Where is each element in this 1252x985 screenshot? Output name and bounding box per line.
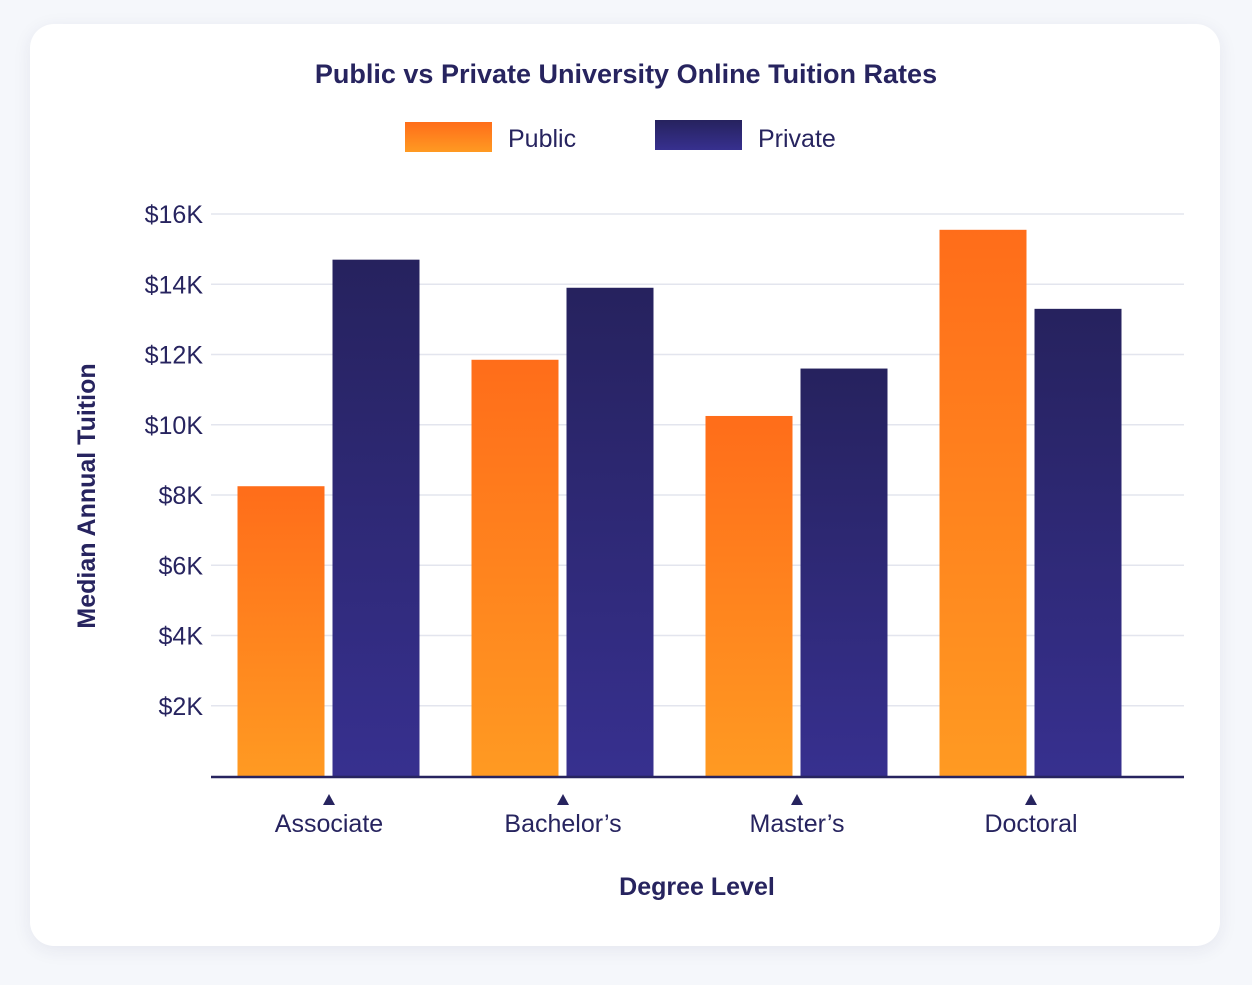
y-tick-label: $6K: [159, 552, 204, 580]
y-tick-label: $12K: [145, 342, 204, 370]
x-category-label: Bachelor’s: [504, 810, 621, 838]
legend-label-public: Public: [508, 125, 576, 153]
legend-label-private: Private: [758, 125, 836, 153]
y-axis-ticks: $2K $4K $6K $8K $10K $12K $14K $16K: [145, 201, 204, 721]
x-axis-title: Degree Level: [619, 873, 775, 901]
chart-title: Public vs Private University Online Tuit…: [315, 59, 937, 89]
bar-private: [800, 368, 888, 776]
y-tick-label: $14K: [145, 271, 204, 299]
bar-public: [237, 486, 325, 776]
legend: Public Private: [405, 120, 836, 153]
x-category-label: Doctoral: [984, 810, 1077, 838]
x-category-label: Associate: [275, 810, 383, 838]
bar-private: [332, 259, 420, 777]
legend-swatch-public: [405, 122, 492, 152]
bar-public: [705, 415, 793, 776]
y-tick-label: $16K: [145, 201, 204, 229]
bar-private: [566, 287, 654, 776]
x-axis-categories: Associate Bachelor’s Master’s Doctoral: [275, 794, 1078, 838]
category-marker-icon: [791, 794, 803, 805]
y-tick-label: $2K: [159, 693, 204, 721]
category-marker-icon: [557, 794, 569, 805]
y-tick-label: $4K: [159, 623, 204, 651]
y-axis-title: Median Annual Tuition: [73, 363, 101, 628]
x-category-label: Master’s: [750, 810, 845, 838]
y-tick-label: $8K: [159, 482, 204, 510]
category-marker-icon: [1025, 794, 1037, 805]
bars: [237, 229, 1122, 777]
bar-public: [471, 359, 559, 776]
bar-private: [1034, 308, 1122, 776]
bar-public: [939, 229, 1027, 776]
legend-swatch-private: [655, 120, 742, 150]
y-tick-label: $10K: [145, 412, 204, 440]
category-marker-icon: [323, 794, 335, 805]
